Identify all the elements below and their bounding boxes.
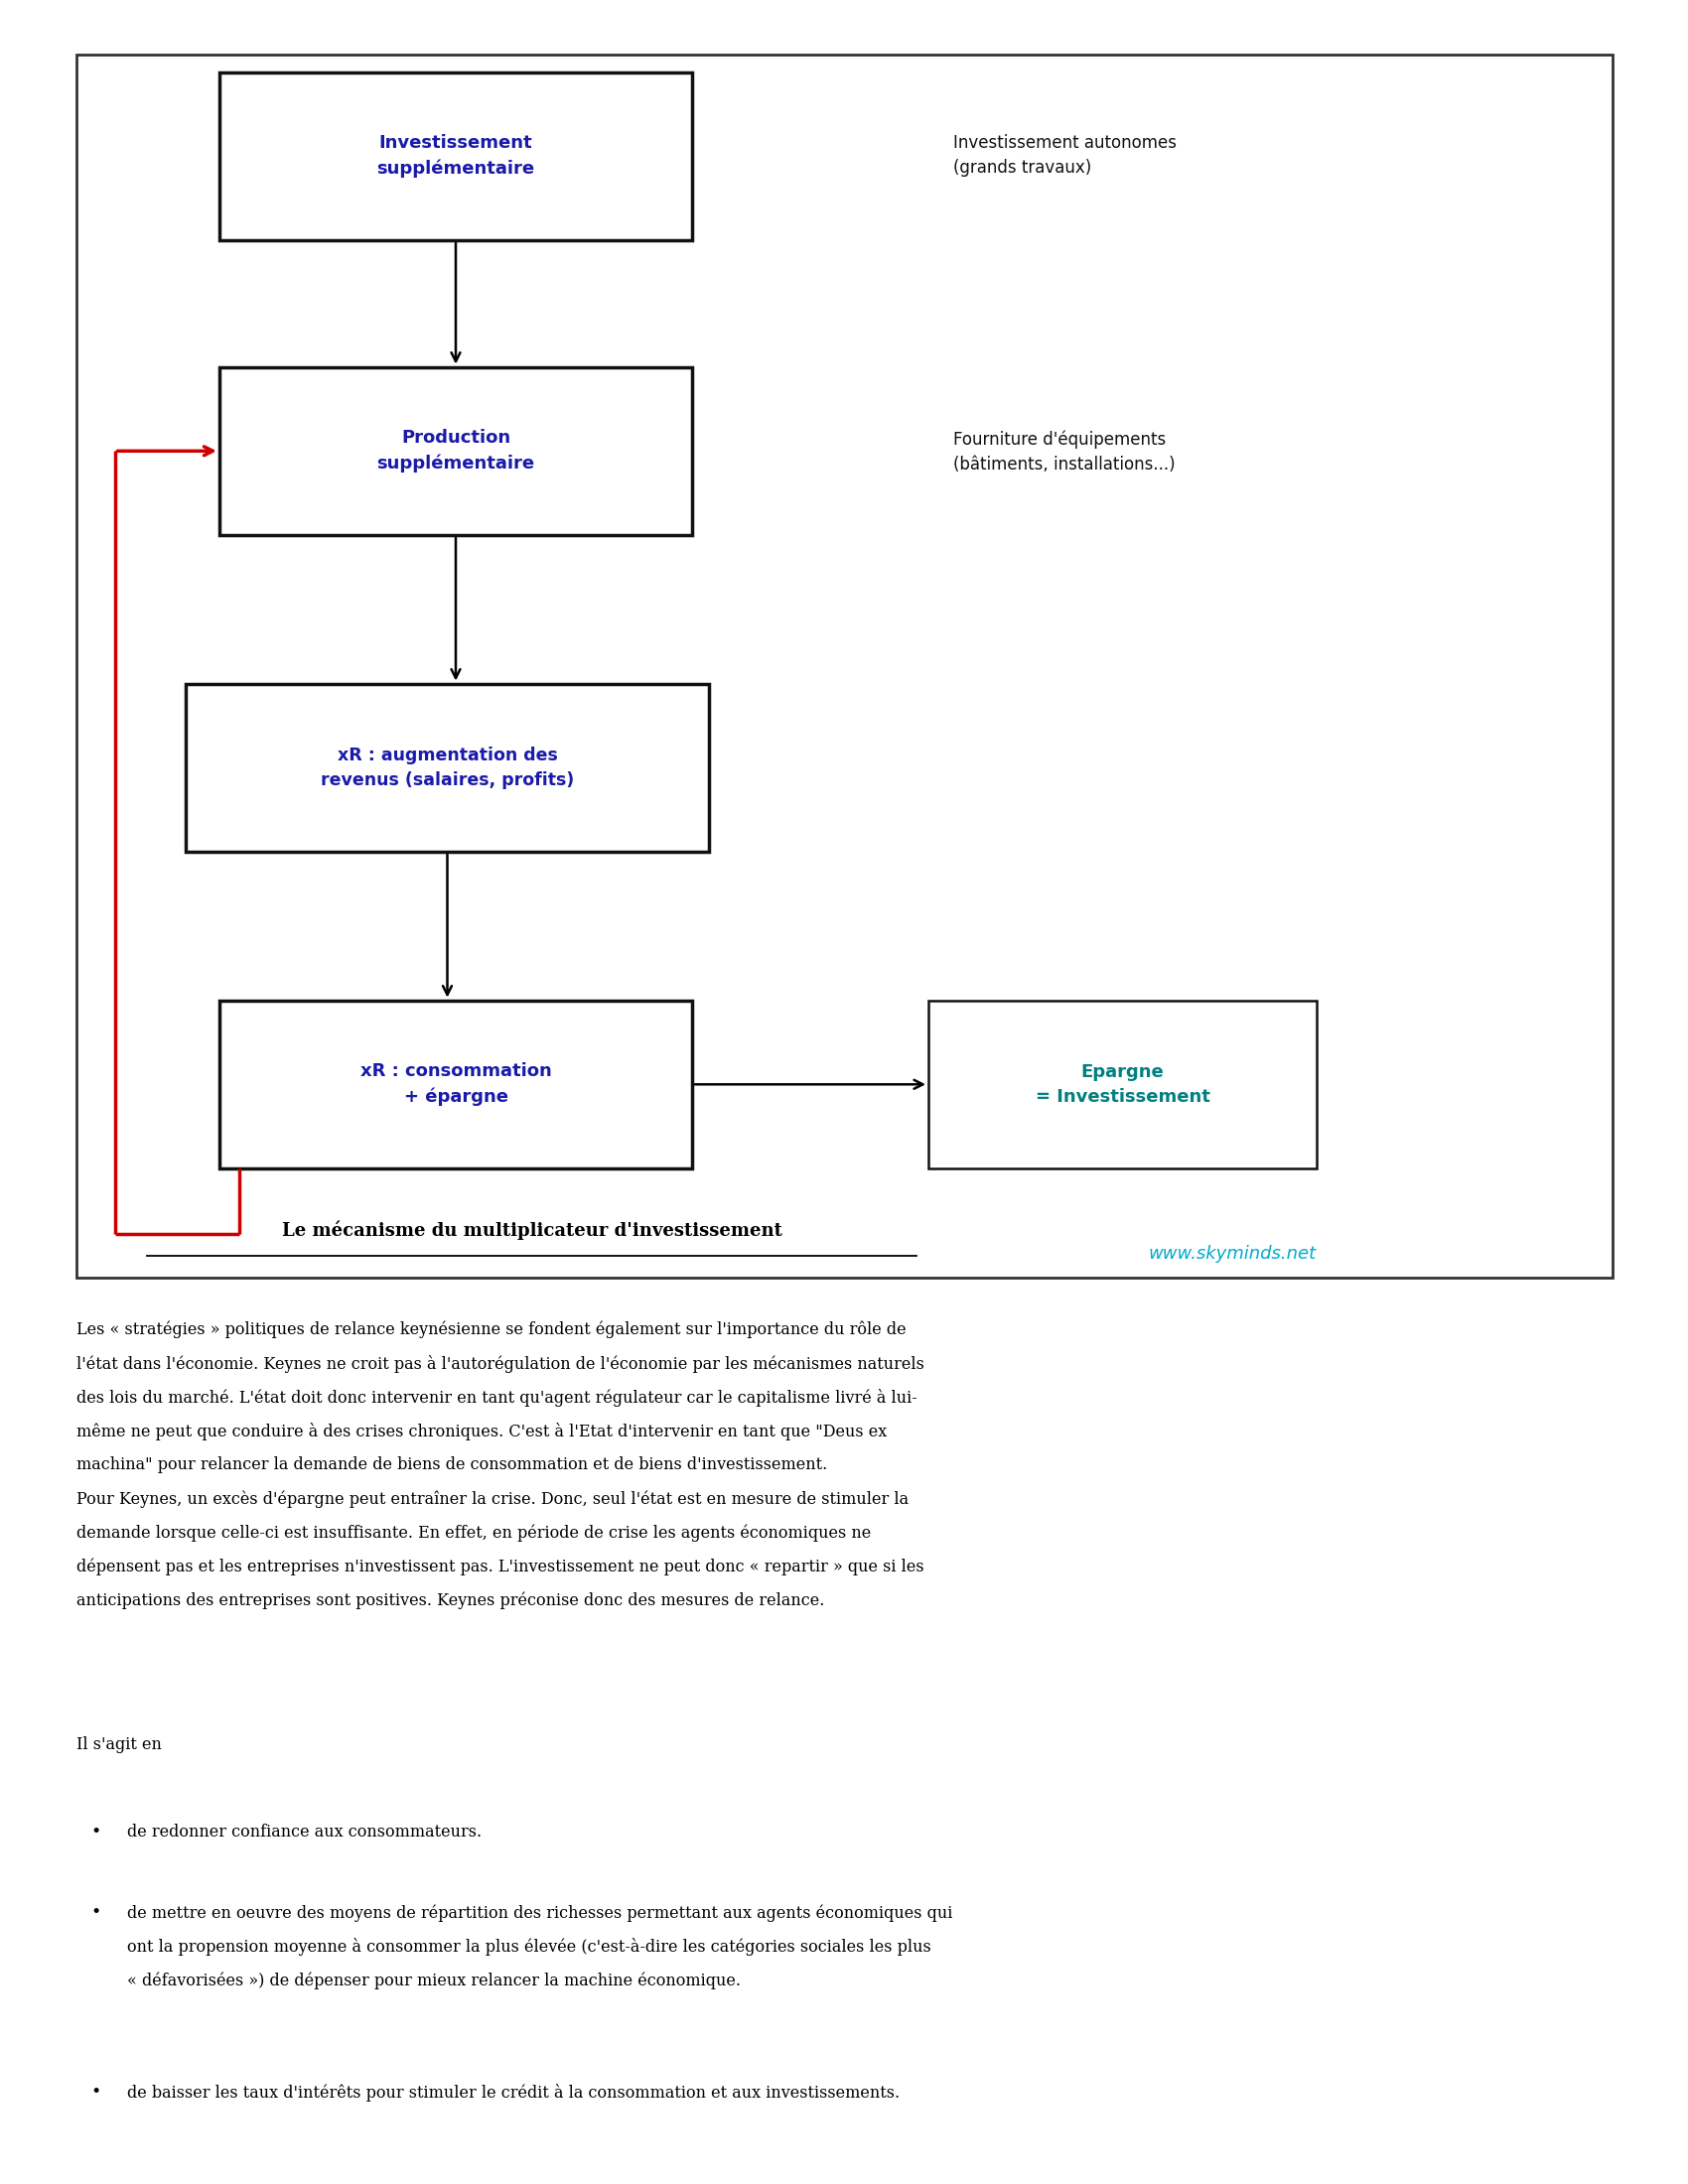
Text: Production
supplémentaire: Production supplémentaire — [376, 430, 535, 472]
Text: des lois du marché. L'état doit donc intervenir en tant qu'agent régulateur car : des lois du marché. L'état doit donc int… — [76, 1389, 917, 1406]
Text: dépensent pas et les entreprises n'investissent pas. L'investissement ne peut do: dépensent pas et les entreprises n'inves… — [76, 1559, 923, 1575]
FancyBboxPatch shape — [928, 1000, 1317, 1168]
Text: www.skyminds.net: www.skyminds.net — [1148, 1245, 1317, 1262]
Text: xR : consommation
+ épargne: xR : consommation + épargne — [360, 1064, 552, 1105]
Text: même ne peut que conduire à des crises chroniques. C'est à l'Etat d'intervenir e: même ne peut que conduire à des crises c… — [76, 1424, 886, 1441]
Text: l'état dans l'économie. Keynes ne croit pas à l'autorégulation de l'économie par: l'état dans l'économie. Keynes ne croit … — [76, 1354, 923, 1374]
Text: ont la propension moyenne à consommer la plus élevée (c'est-à-dire les catégorie: ont la propension moyenne à consommer la… — [127, 1939, 930, 1957]
Text: •: • — [91, 1824, 101, 1841]
FancyBboxPatch shape — [219, 72, 692, 240]
Text: de redonner confiance aux consommateurs.: de redonner confiance aux consommateurs. — [127, 1824, 481, 1841]
FancyBboxPatch shape — [219, 367, 692, 535]
Text: Les « stratégies » politiques de relance keynésienne se fondent également sur l': Les « stratégies » politiques de relance… — [76, 1321, 906, 1339]
Text: anticipations des entreprises sont positives. Keynes préconise donc des mesures : anticipations des entreprises sont posit… — [76, 1592, 824, 1610]
Text: xR : augmentation des
revenus (salaires, profits): xR : augmentation des revenus (salaires,… — [321, 747, 574, 788]
Text: •: • — [91, 1904, 101, 1922]
FancyBboxPatch shape — [76, 55, 1612, 1278]
Text: Le mécanisme du multiplicateur d'investissement: Le mécanisme du multiplicateur d'investi… — [282, 1221, 782, 1241]
Text: Fourniture d'équipements
(bâtiments, installations...): Fourniture d'équipements (bâtiments, ins… — [954, 430, 1177, 474]
Text: de baisser les taux d'intérêts pour stimuler le crédit à la consommation et aux : de baisser les taux d'intérêts pour stim… — [127, 2084, 900, 2101]
Text: de mettre en oeuvre des moyens de répartition des richesses permettant aux agent: de mettre en oeuvre des moyens de répart… — [127, 1904, 952, 1922]
Text: demande lorsque celle-ci est insuffisante. En effet, en période de crise les age: demande lorsque celle-ci est insuffisant… — [76, 1524, 871, 1542]
Text: machina" pour relancer la demande de biens de consommation et de biens d'investi: machina" pour relancer la demande de bie… — [76, 1457, 827, 1474]
FancyBboxPatch shape — [219, 1000, 692, 1168]
Text: •: • — [91, 2084, 101, 2101]
Text: Investissement
supplémentaire: Investissement supplémentaire — [376, 135, 535, 177]
Text: Epargne
= Investissement: Epargne = Investissement — [1035, 1064, 1210, 1105]
Text: Investissement autonomes
(grands travaux): Investissement autonomes (grands travaux… — [954, 133, 1177, 177]
FancyBboxPatch shape — [186, 684, 709, 852]
Text: « défavorisées ») de dépenser pour mieux relancer la machine économique.: « défavorisées ») de dépenser pour mieux… — [127, 1972, 741, 1990]
Text: Il s'agit en: Il s'agit en — [76, 1736, 162, 1754]
Text: Pour Keynes, un excès d'épargne peut entraîner la crise. Donc, seul l'état est e: Pour Keynes, un excès d'épargne peut ent… — [76, 1489, 908, 1507]
